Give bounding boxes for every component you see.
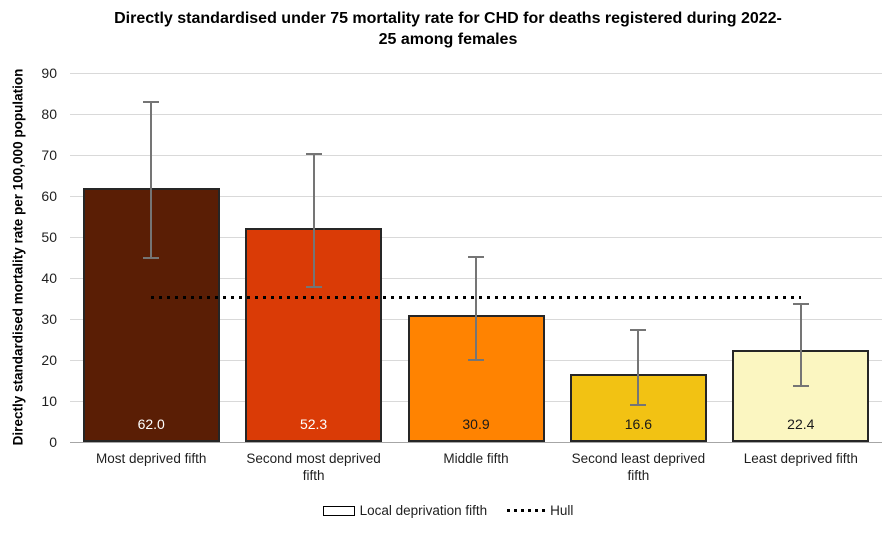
x-category-label: Least deprived fifth: [720, 450, 882, 467]
chart-title: Directly standardised under 75 mortality…: [114, 10, 782, 48]
x-category-label-text: Most deprived fifth: [96, 451, 207, 466]
x-category-label: Middle fifth: [395, 450, 557, 467]
error-bar-bottom-cap: [792, 384, 809, 387]
y-tick-label: 80: [41, 106, 57, 122]
y-tick-label: 70: [41, 147, 57, 163]
bar-value-label: 52.3: [299, 416, 328, 432]
y-tick-label: 90: [41, 65, 57, 81]
y-tick-label: 20: [41, 352, 57, 368]
error-bar-bottom-cap: [630, 404, 647, 407]
legend-swatch-bar-outline: [322, 505, 355, 516]
error-bar-top-cap: [630, 329, 647, 332]
bar: [82, 187, 220, 442]
bar-value-label: 62.0: [137, 416, 165, 432]
gridline: [70, 236, 882, 238]
bar-value-label: 22.4: [787, 416, 815, 432]
x-category-label-text: Second least deprived fifth: [571, 451, 706, 483]
x-category-label: Most deprived fifth: [70, 450, 232, 467]
gridline: [70, 195, 882, 197]
y-tick-label: 10: [41, 393, 57, 409]
gridline: [70, 113, 882, 115]
y-tick-label: 30: [41, 311, 57, 327]
error-bar: [637, 330, 640, 406]
bar-value-label: 16.6: [624, 416, 653, 432]
error-bar-top-cap: [305, 153, 322, 156]
y-tick-label: 0: [49, 434, 57, 450]
y-tick-label: 40: [41, 270, 57, 286]
plot-area: 62.0 52.3 30.9 16.6 22.4: [70, 72, 882, 443]
error-bar-top-cap: [468, 255, 484, 258]
bar-value-label: 30.9: [462, 416, 490, 432]
error-bar-bottom-cap: [143, 256, 160, 259]
error-bar: [150, 101, 153, 258]
error-bar: [799, 303, 802, 386]
legend-label: Hull: [550, 503, 574, 518]
legend-label: Local deprivation fifth: [359, 503, 488, 518]
y-tick-label: 50: [41, 229, 57, 245]
x-category-label-text: Middle fifth: [443, 451, 509, 466]
error-bar: [475, 256, 477, 360]
x-category-label-text: Least deprived fifth: [743, 451, 858, 466]
error-bar-top-cap: [143, 100, 160, 103]
x-axis-line: [70, 441, 882, 443]
error-bar-bottom-cap: [305, 286, 322, 289]
x-category-label: Second least deprived fifth: [557, 450, 719, 484]
legend-item: Local deprivation fifth: [322, 503, 488, 518]
gridline: [70, 72, 882, 74]
y-tick-label: 60: [41, 188, 57, 204]
legend-swatch-dotted-line: [507, 509, 546, 512]
gridline: [70, 154, 882, 156]
error-bar-bottom-cap: [468, 359, 484, 361]
legend-item: Hull: [507, 503, 573, 518]
legend: Local deprivation fifth Hull: [0, 503, 896, 518]
error-bar: [312, 154, 315, 288]
x-category-label: Second most deprived fifth: [232, 450, 394, 484]
x-category-label-text: Second most deprived fifth: [246, 451, 381, 483]
y-axis-title: Directly standardised mortality rate per…: [10, 68, 26, 446]
error-bar-top-cap: [792, 302, 809, 305]
